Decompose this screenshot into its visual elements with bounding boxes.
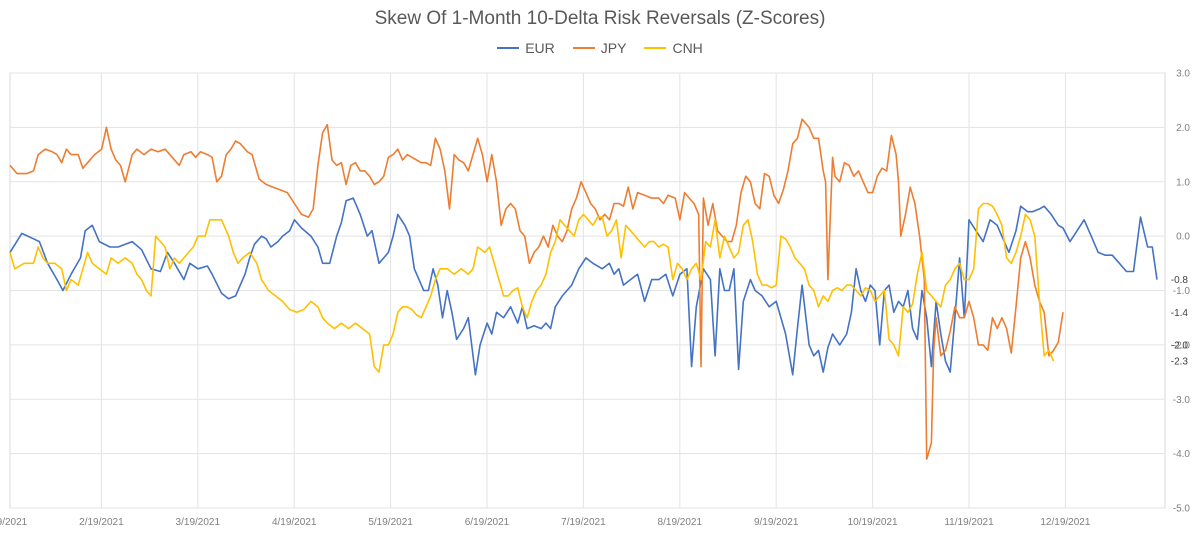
- x-tick-label: 9/19/2021: [754, 517, 799, 528]
- x-tick-label: 10/19/2021: [848, 517, 898, 528]
- x-tick-label: 2/19/2021: [79, 517, 124, 528]
- series-line-cnh: [9, 202, 1055, 373]
- legend-item-eur: EUR: [497, 40, 555, 56]
- legend-item-jpy: JPY: [572, 40, 627, 56]
- x-tick-label: 8/19/2021: [658, 517, 703, 528]
- x-tick-label: 5/19/2021: [368, 517, 413, 528]
- x-tick-label: 11/19/2021: [944, 517, 994, 528]
- legend-swatch-jpy: [572, 47, 595, 49]
- y-tick-label: -1.0: [1173, 286, 1191, 297]
- x-tick-label: 1/19/2021: [0, 517, 28, 528]
- x-tick-label: 12/19/2021: [1040, 517, 1090, 528]
- legend: EUR JPY CNH: [0, 40, 1200, 56]
- legend-label-cnh: CNH: [672, 40, 703, 56]
- series-line-eur: [9, 197, 1158, 376]
- y-tick-label: 1.0: [1176, 177, 1190, 188]
- y-tick-label: 0.0: [1176, 232, 1190, 243]
- legend-swatch-eur: [497, 47, 520, 49]
- series-line-jpy: [9, 118, 1064, 460]
- y-tick-label: -2.0: [1173, 340, 1191, 351]
- y-tick-label: 3.0: [1176, 69, 1190, 80]
- chart-title: Skew Of 1-Month 10-Delta Risk Reversals …: [374, 8, 826, 29]
- x-tick-label: 3/19/2021: [176, 517, 221, 528]
- x-tick-label: 6/19/2021: [465, 517, 510, 528]
- legend-label-eur: EUR: [525, 40, 555, 56]
- legend-label-jpy: JPY: [600, 40, 627, 56]
- end-value-label: -2.0: [1171, 340, 1189, 351]
- x-tick-label: 4/19/2021: [272, 517, 317, 528]
- end-value-label: -2.3: [1171, 357, 1189, 368]
- y-tick-label: -5.0: [1173, 504, 1191, 515]
- legend-swatch-cnh: [644, 47, 667, 49]
- end-value-label: -1.4: [1171, 308, 1189, 319]
- y-tick-label: 2.0: [1176, 123, 1190, 134]
- y-tick-label: -3.0: [1173, 395, 1191, 406]
- legend-item-cnh: CNH: [644, 40, 703, 56]
- end-value-label: -0.8: [1171, 275, 1189, 286]
- x-tick-label: 7/19/2021: [561, 517, 606, 528]
- y-tick-label: -4.0: [1173, 449, 1191, 460]
